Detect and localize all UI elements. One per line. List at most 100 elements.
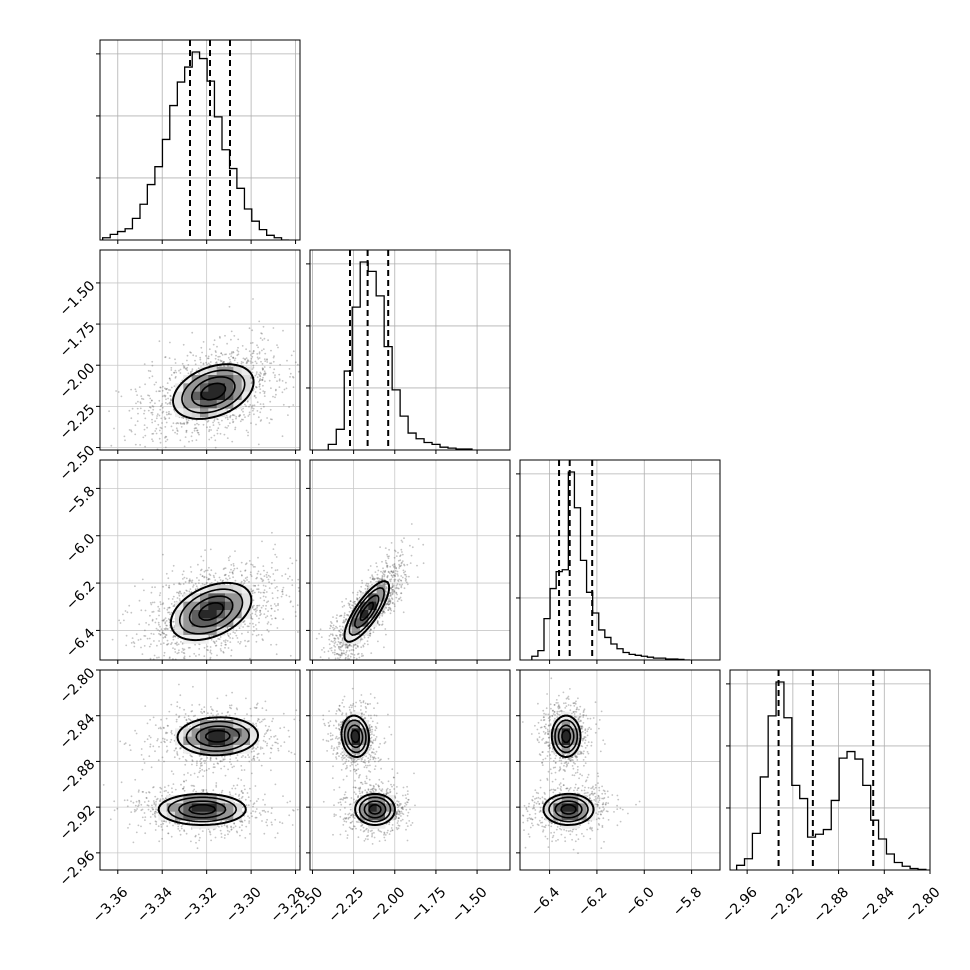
density-cell — [578, 803, 588, 813]
y-tick-label: −2.50 — [57, 443, 99, 485]
y-tick-label: −2.96 — [57, 848, 99, 890]
y-tick-label: −1.75 — [57, 319, 99, 361]
density-cell — [216, 601, 226, 611]
y-tick-label: −2.00 — [57, 360, 99, 402]
density-cell — [225, 795, 234, 804]
x-tick-label: −2.92 — [765, 884, 807, 926]
density-cell — [351, 610, 361, 619]
contour-level-3 — [200, 382, 227, 401]
density-cell — [208, 618, 218, 628]
density-cell — [376, 585, 386, 594]
density-cell — [570, 745, 579, 754]
x-tick-label: −6.0 — [623, 884, 658, 919]
density-cell — [175, 610, 184, 619]
density-cell — [216, 408, 226, 418]
density-cell — [191, 736, 201, 746]
density-cell — [233, 585, 243, 594]
density-cell — [175, 795, 184, 804]
density-cell — [351, 618, 361, 628]
density-cell — [241, 601, 251, 611]
contour-level-2 — [554, 724, 583, 819]
density-cell — [183, 400, 193, 409]
density-cell — [200, 728, 209, 738]
density-cell — [208, 400, 218, 409]
histogram-0 — [102, 51, 290, 240]
density-cell — [553, 803, 563, 813]
density-cell — [158, 803, 168, 813]
density-frame-1-3 — [309, 669, 511, 871]
density-cell — [368, 593, 378, 603]
density-cell — [191, 745, 201, 754]
hist-panel-3 — [726, 669, 931, 874]
density-cell — [570, 795, 579, 804]
density-cell — [191, 610, 201, 619]
density-cell — [208, 720, 218, 729]
y-tick-label: −6.4 — [63, 625, 98, 660]
hist-grid-1 — [310, 250, 510, 450]
density-cell — [200, 585, 209, 594]
density-cell — [233, 400, 243, 409]
density-panel-2-3 — [516, 669, 721, 874]
density-panel-0-2 — [96, 459, 301, 664]
density-cell — [578, 795, 588, 804]
density-cell — [233, 375, 243, 384]
density-cell — [360, 601, 369, 611]
density-cell — [360, 610, 369, 619]
x-tick-label: −2.00 — [367, 884, 409, 926]
density-cell — [208, 585, 218, 594]
x-tick-label: −3.30 — [223, 884, 265, 926]
density-cell — [360, 795, 369, 804]
density-cell — [175, 811, 184, 821]
density-cell — [191, 720, 201, 729]
hist-grid-3 — [730, 670, 930, 870]
density-cell — [200, 366, 209, 376]
contour-level-2 — [190, 376, 236, 407]
contour-level-2 — [178, 725, 241, 819]
contour-level-1 — [181, 369, 246, 414]
density-cell — [200, 391, 209, 401]
density-cell — [376, 593, 386, 603]
density-cell — [343, 635, 353, 644]
density-cell — [208, 803, 218, 813]
contour-level-3 — [188, 729, 231, 815]
y-tick-label: −6.2 — [63, 578, 98, 613]
density-cell — [351, 720, 361, 729]
density-frame-0-3 — [99, 669, 301, 871]
density-cell — [561, 720, 571, 729]
density-cell — [216, 720, 226, 729]
density-cell — [250, 728, 259, 738]
density-cell — [553, 720, 563, 729]
density-cell — [200, 593, 209, 603]
density-cell — [545, 811, 554, 821]
density-cell — [208, 795, 218, 804]
density-frame-0-1 — [99, 249, 301, 451]
density-cell — [191, 811, 201, 821]
x-tick-label: −2.96 — [719, 884, 761, 926]
density-cell — [175, 400, 184, 409]
density-cell — [561, 811, 571, 821]
density-cell — [586, 803, 596, 813]
density-cell — [360, 745, 369, 754]
density-cell — [175, 626, 184, 636]
x-tick-label: −3.34 — [134, 884, 176, 926]
contour-level-0 — [542, 714, 595, 826]
density-cell — [183, 375, 193, 384]
density-cell — [553, 736, 563, 746]
density-cell — [241, 383, 251, 393]
y-tick-label: −2.25 — [57, 401, 99, 443]
density-cell — [183, 391, 193, 401]
density-cell — [360, 593, 369, 603]
density-cell — [191, 391, 201, 401]
x-tick-label: −6.2 — [575, 884, 610, 919]
density-cell — [200, 811, 209, 821]
density-cell — [241, 375, 251, 384]
histogram-3 — [735, 681, 927, 870]
density-cell — [233, 383, 243, 393]
x-tick-label: −2.84 — [856, 884, 898, 926]
x-tick-label: −2.88 — [811, 884, 853, 926]
density-cell — [216, 811, 226, 821]
density-cell — [200, 400, 209, 409]
density-cell — [191, 728, 201, 738]
density-cell — [233, 391, 243, 401]
density-cell — [208, 375, 218, 384]
